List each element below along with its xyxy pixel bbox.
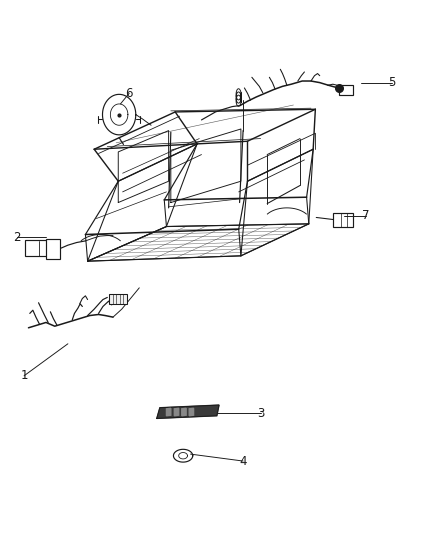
Text: 5: 5 <box>389 76 396 89</box>
FancyBboxPatch shape <box>46 239 60 259</box>
Text: 4: 4 <box>239 455 247 467</box>
Polygon shape <box>182 408 186 416</box>
Text: 7: 7 <box>362 209 370 222</box>
Text: 2: 2 <box>13 231 21 244</box>
Text: 1: 1 <box>20 369 28 382</box>
FancyBboxPatch shape <box>25 240 52 256</box>
FancyBboxPatch shape <box>109 294 127 304</box>
FancyBboxPatch shape <box>333 213 353 227</box>
Polygon shape <box>174 408 179 416</box>
Polygon shape <box>157 405 219 418</box>
Text: 3: 3 <box>257 407 264 419</box>
FancyBboxPatch shape <box>339 85 353 95</box>
Polygon shape <box>189 408 194 416</box>
Text: 6: 6 <box>125 87 133 100</box>
Polygon shape <box>166 408 171 416</box>
